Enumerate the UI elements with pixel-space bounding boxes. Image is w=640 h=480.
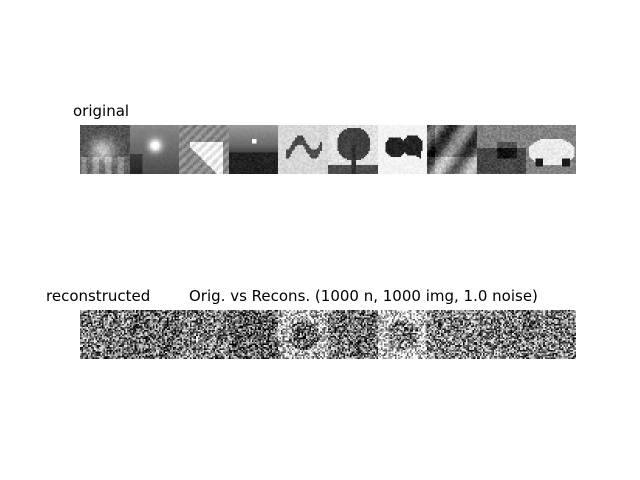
reconstructed-thumb-7: [377, 310, 428, 359]
original-image-strip: [80, 125, 576, 174]
reconstructed-thumb-5: [278, 310, 328, 359]
reconstructed-thumb-3: [179, 310, 229, 359]
reconstructed-thumb-6: [327, 310, 378, 359]
original-thumb-5: [278, 125, 328, 174]
reconstructed-image-strip: [80, 310, 576, 359]
original-thumb-1: [80, 125, 130, 174]
original-thumb-10: [526, 125, 576, 174]
reconstructed-thumb-2: [129, 310, 180, 359]
reconstructed-thumb-1: [80, 310, 130, 359]
reconstructed-thumb-9: [476, 310, 527, 359]
reconstructed-thumb-8: [427, 310, 477, 359]
original-thumb-7: [377, 125, 428, 174]
original-thumb-9: [476, 125, 527, 174]
reconstructed-thumb-4: [228, 310, 279, 359]
original-thumb-6: [327, 125, 378, 174]
original-row-label: original: [73, 102, 130, 120]
original-thumb-4: [228, 125, 279, 174]
original-thumb-3: [179, 125, 229, 174]
figure-title: Orig. vs Recons. (1000 n, 1000 img, 1.0 …: [189, 287, 538, 305]
reconstructed-thumb-10: [526, 310, 576, 359]
reconstructed-row-label: reconstructed: [46, 287, 151, 305]
original-thumb-2: [129, 125, 180, 174]
original-thumb-8: [427, 125, 477, 174]
